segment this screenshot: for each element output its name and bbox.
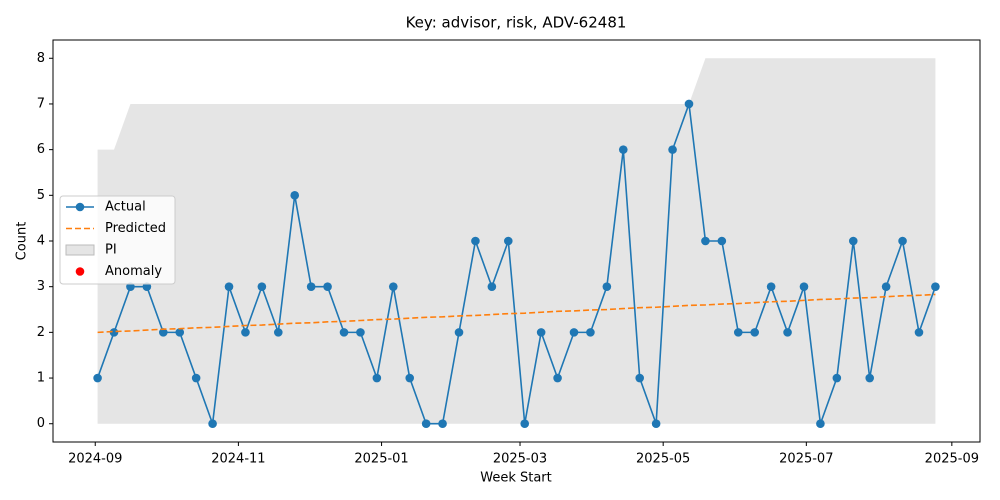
data-point [832, 373, 842, 383]
data-point [684, 99, 694, 109]
x-tick-label: 2025-09 [925, 452, 979, 467]
y-tick-label: 3 [37, 279, 45, 294]
x-tick-label: 2025-03 [493, 452, 547, 467]
legend-swatch [65, 244, 95, 256]
data-point [569, 328, 579, 337]
data-point [257, 282, 267, 291]
x-tick-label: 2025-01 [354, 452, 408, 467]
data-point [405, 373, 415, 383]
legend-frame [59, 195, 176, 285]
legend-marker [75, 202, 85, 212]
data-point [454, 328, 464, 337]
data-point [931, 282, 940, 291]
y-tick-label: 4 [37, 234, 45, 249]
y-axis-label: Count [15, 222, 30, 261]
legend-marker [75, 267, 85, 276]
data-point [618, 145, 628, 154]
data-point [339, 328, 349, 337]
legend-label: PI [105, 243, 117, 258]
x-tick-label: 2024-09 [68, 452, 122, 467]
legend-label: Actual [105, 200, 146, 215]
data-point [438, 419, 447, 429]
legend: Actual Predicted PI Anomaly [59, 195, 176, 285]
data-point [783, 328, 792, 337]
legend-label: Predicted [105, 221, 166, 236]
data-point [536, 328, 546, 337]
data-point [602, 282, 612, 291]
x-tick-label: 2025-07 [779, 452, 833, 467]
data-point [471, 236, 480, 246]
y-tick-label: 5 [37, 188, 45, 203]
y-tick-label: 0 [37, 416, 45, 431]
data-point [750, 328, 760, 337]
data-point [651, 419, 661, 429]
data-point [733, 328, 743, 337]
data-point [388, 282, 398, 291]
data-point [93, 373, 102, 383]
data-point [241, 328, 250, 337]
y-tick-label: 8 [37, 51, 45, 66]
data-point [766, 282, 776, 291]
data-point [208, 419, 217, 429]
data-point [126, 282, 135, 291]
data-point [799, 282, 809, 291]
data-point [109, 328, 119, 337]
prediction-interval [97, 58, 936, 424]
data-point [701, 236, 710, 246]
series-line [97, 293, 936, 334]
data-point [290, 191, 300, 200]
data-point [865, 373, 874, 383]
data-point [372, 373, 382, 383]
data-point [142, 282, 152, 291]
data-point [553, 373, 562, 383]
data-point [635, 373, 645, 383]
data-point [175, 328, 185, 337]
data-point [586, 328, 595, 337]
data-point [520, 419, 530, 429]
data-point [816, 419, 825, 429]
data-point [356, 328, 365, 337]
data-point [717, 236, 727, 246]
data-point [881, 282, 891, 291]
data-point [306, 282, 316, 291]
y-tick-label: 7 [37, 96, 45, 111]
data-point [191, 373, 201, 383]
x-tick-label: 2024-11 [211, 452, 265, 467]
data-point [323, 282, 332, 291]
data-point [224, 282, 234, 291]
x-tick-label: 2025-05 [636, 452, 690, 467]
data-point [421, 419, 431, 429]
data-point [668, 145, 677, 154]
data-point [503, 236, 513, 246]
data-point [273, 328, 283, 337]
data-point [898, 236, 907, 246]
y-tick-label: 6 [37, 142, 45, 157]
legend-label: Anomaly [105, 264, 162, 279]
y-tick-label: 1 [37, 371, 45, 386]
chart-title: Key: advisor, risk, ADV-62481 [406, 14, 627, 32]
x-axis-label: Week Start [480, 471, 552, 486]
y-tick-label: 2 [37, 325, 45, 340]
data-point [487, 282, 497, 291]
data-point [848, 236, 858, 246]
data-point [159, 328, 168, 337]
data-point [914, 328, 924, 337]
series-line [96, 103, 937, 425]
